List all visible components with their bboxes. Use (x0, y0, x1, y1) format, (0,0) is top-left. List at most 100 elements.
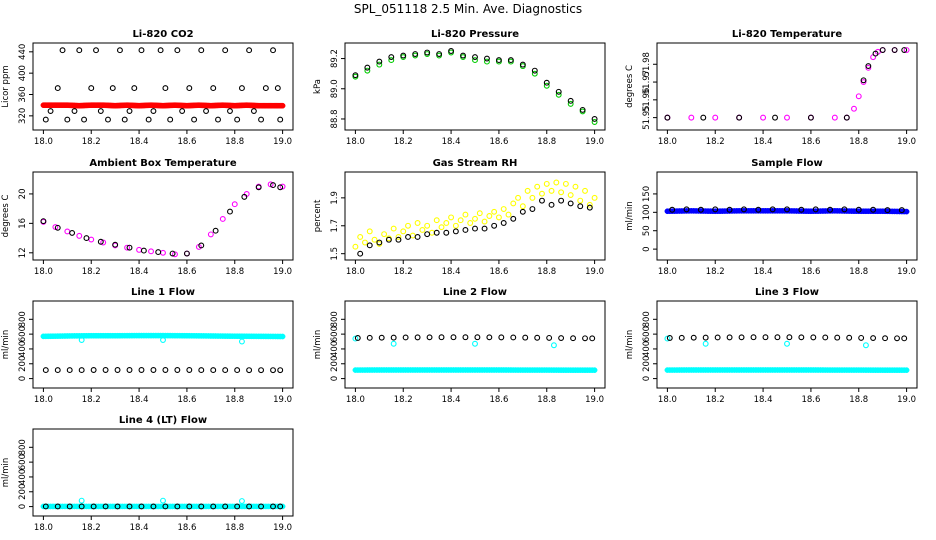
plot-frame (344, 171, 606, 261)
data-point (362, 239, 368, 246)
data-point (486, 334, 493, 341)
data-point (210, 367, 217, 374)
data-point (388, 57, 395, 64)
data-point (371, 236, 378, 243)
data-point (894, 335, 900, 342)
data-point (376, 58, 383, 65)
panel-title: Ambient Box Temperature (89, 158, 236, 169)
panel-2: Li-820 Pressure kPa 18.0 18.2 18.4 18.6 18.8 19… (313, 29, 606, 147)
data-point (215, 116, 221, 123)
data-point (140, 247, 147, 254)
series-black-circle (669, 206, 905, 214)
data-point (124, 244, 131, 251)
data-point (438, 334, 445, 341)
data-point (531, 70, 538, 77)
data-point (428, 229, 435, 236)
data-point (241, 193, 248, 200)
panel-title: Li-820 Pressure (431, 29, 519, 40)
series-black-circle (42, 367, 284, 374)
series-magenta-circle (664, 47, 910, 121)
data-point (88, 236, 95, 243)
data-point (277, 367, 284, 374)
data-point (529, 194, 536, 201)
data-point (54, 503, 61, 510)
panel-4: Ambient Box Temperature degrees C 18.0 18.2… (1, 158, 294, 277)
data-point (495, 57, 502, 64)
y-tick-label: 200 (18, 356, 28, 372)
panel-title: Gas Stream RH (433, 158, 518, 169)
x-tick-label: 18.2 (82, 395, 101, 405)
data-point (851, 105, 857, 112)
data-point (76, 232, 83, 239)
x-tick-label: 18.8 (849, 137, 868, 147)
x-tick-label: 18.6 (489, 267, 508, 277)
data-point (577, 197, 584, 204)
x-tick-label: 18.4 (754, 267, 773, 277)
x-tick-label: 18.0 (658, 137, 677, 147)
series-cyan-circle (664, 335, 869, 349)
plot-frame (344, 300, 606, 389)
y-tick-label: 800 (642, 311, 652, 327)
panel-title: Sample Flow (751, 158, 823, 169)
data-point (498, 334, 505, 341)
data-point (726, 206, 733, 213)
data-point (126, 503, 133, 510)
data-point (274, 85, 281, 92)
panel-8: Line 2 Flow ml/min 18.0 18.2 18.4 18.6 18.8 19.… (313, 287, 606, 405)
y-tick-label: 0 (18, 376, 28, 381)
y-tick-label: 88.8 (330, 110, 340, 129)
data-point (762, 334, 769, 341)
data-point (855, 206, 862, 213)
data-point (831, 114, 838, 121)
data-point (400, 52, 407, 59)
data-point (174, 503, 181, 510)
y-tick-label: 440 (18, 44, 28, 60)
data-point (567, 200, 574, 207)
data-point (500, 206, 507, 212)
plot-frame (656, 42, 918, 131)
y-axis-label: ml/min (625, 201, 635, 231)
y-tick-label: 51.95 (642, 105, 652, 129)
data-point (390, 334, 397, 341)
data-point (539, 190, 545, 197)
data-point (841, 206, 848, 213)
x-tick-label: 18.0 (346, 137, 365, 147)
y-axis-label: ml/min (1, 458, 11, 488)
data-point (769, 206, 776, 213)
data-point (436, 51, 443, 57)
y-tick-label: 320 (18, 108, 28, 124)
data-point (879, 47, 886, 53)
data-point (186, 85, 193, 92)
data-point (491, 222, 498, 229)
panel-10: Line 4 (LT) Flow ml/min 18.0 18.2 18.4 18.6 18… (1, 415, 294, 533)
data-point (505, 211, 512, 218)
data-point (664, 114, 671, 121)
plot-frame (32, 428, 294, 517)
data-point (162, 367, 169, 373)
x-tick-label: 18.0 (34, 395, 53, 405)
data-point (515, 194, 522, 201)
x-tick-label: 18.0 (658, 395, 677, 405)
x-tick-label: 19.0 (585, 137, 604, 147)
y-axis-label: degrees C (1, 195, 11, 238)
data-point (234, 367, 241, 374)
x-tick-label: 18.0 (658, 267, 677, 277)
data-point (246, 503, 253, 510)
data-point (666, 335, 673, 341)
y-tick-label: 51.98 (642, 52, 652, 76)
data-point (78, 503, 85, 510)
x-tick-label: 18.8 (225, 137, 244, 147)
x-tick-label: 18.0 (34, 523, 53, 533)
x-tick-label: 18.8 (225, 395, 244, 405)
y-tick-label: 0 (642, 376, 652, 381)
data-point (47, 108, 54, 114)
y-tick-label: 100 (642, 204, 652, 220)
data-point (784, 340, 790, 347)
data-point (364, 64, 371, 71)
data-point (160, 249, 166, 256)
x-tick-label: 18.2 (706, 137, 725, 147)
data-point (419, 227, 426, 233)
data-point (872, 50, 879, 57)
data-point (376, 61, 383, 68)
data-point (366, 334, 373, 341)
